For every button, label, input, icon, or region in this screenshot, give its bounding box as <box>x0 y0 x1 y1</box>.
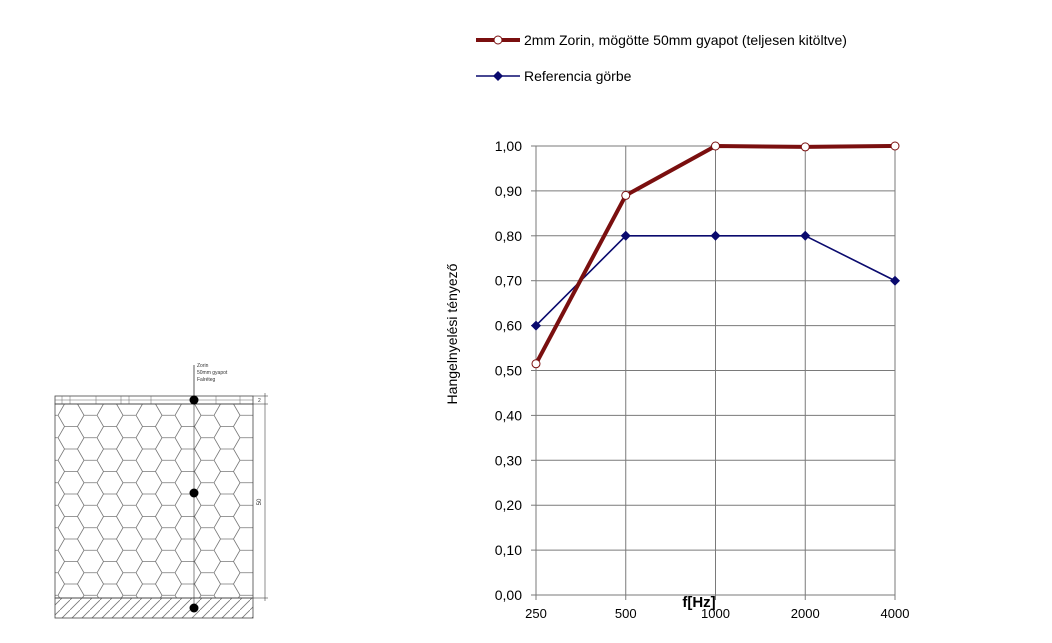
diagram-callout: Zorin 50mm gyapot Falréteg <box>193 363 228 400</box>
y-tick-label: 0,70 <box>495 273 522 289</box>
y-tick-label: 1,00 <box>495 138 522 154</box>
callout-label-fal: Falréteg <box>197 377 216 383</box>
y-tick-label: 0,10 <box>495 542 522 558</box>
dimension-label-main: 50 <box>257 498 263 505</box>
dimension-lines <box>253 393 268 601</box>
y-tick-label: 0,00 <box>495 587 522 603</box>
grid-lines <box>531 145 896 600</box>
y-axis-label: Hangelnyelési tényező <box>444 263 460 404</box>
dimension-label-top: 2 <box>258 398 261 404</box>
absorption-chart: 0,00 0,10 0,20 0,30 0,40 0,50 0,60 0,70 0,80 0,90… <box>444 32 909 621</box>
x-tick-label: 2000 <box>791 606 820 621</box>
data-point-zorin <box>800 142 810 152</box>
legend-label-zorin: 2mm Zorin, mögötte 50mm gyapot (teljesen… <box>524 32 847 48</box>
y-tick-labels: 0,00 0,10 0,20 0,30 0,40 0,50 0,60 0,70 0,80 0,90… <box>495 138 522 603</box>
legend-marker-zorin <box>493 35 503 45</box>
x-tick-label: 4000 <box>881 606 910 621</box>
y-tick-label: 0,50 <box>495 363 522 379</box>
callout-label-gyapot: 50mm gyapot <box>197 370 228 376</box>
x-axis-label: f[Hz] <box>682 594 715 611</box>
cross-section-diagram: Zorin 50mm gyapot Falréteg 2 50 <box>54 363 268 619</box>
data-point-reference <box>531 320 541 331</box>
wall-layer <box>54 597 254 619</box>
panel-perforation-marks <box>55 396 253 404</box>
y-tick-label: 0,80 <box>495 228 522 244</box>
series-layer <box>531 141 900 369</box>
measurement-point-middle <box>189 488 199 498</box>
data-point-reference <box>710 230 721 241</box>
data-point-zorin <box>531 359 541 369</box>
y-tick-label: 0,90 <box>495 183 522 199</box>
measurement-point-bottom <box>189 603 199 613</box>
x-tick-label: 1000 <box>701 606 730 621</box>
y-tick-label: 0,30 <box>495 452 522 468</box>
data-point-zorin <box>890 141 900 151</box>
data-point-reference <box>800 230 811 241</box>
y-tick-label: 0,60 <box>495 318 522 334</box>
y-tick-label: 0,40 <box>495 407 522 423</box>
data-point-reference <box>890 275 900 286</box>
measurement-point-top <box>189 395 199 405</box>
data-point-zorin <box>621 190 631 200</box>
callout-label-zorin: Zorin <box>197 363 209 369</box>
legend-label-reference: Referencia görbe <box>524 68 632 84</box>
data-point-zorin <box>711 141 720 151</box>
data-point-reference <box>620 230 631 241</box>
x-tick-label: 500 <box>615 606 637 621</box>
legend-marker-reference <box>493 71 503 81</box>
x-tick-label: 250 <box>525 606 547 621</box>
wool-insulation-layer <box>54 403 254 599</box>
x-tick-labels: 250 500 1000 2000 4000 <box>525 606 909 621</box>
chart-legend: 2mm Zorin, mögötte 50mm gyapot (teljesen… <box>476 32 847 84</box>
y-tick-label: 0,20 <box>495 497 522 513</box>
